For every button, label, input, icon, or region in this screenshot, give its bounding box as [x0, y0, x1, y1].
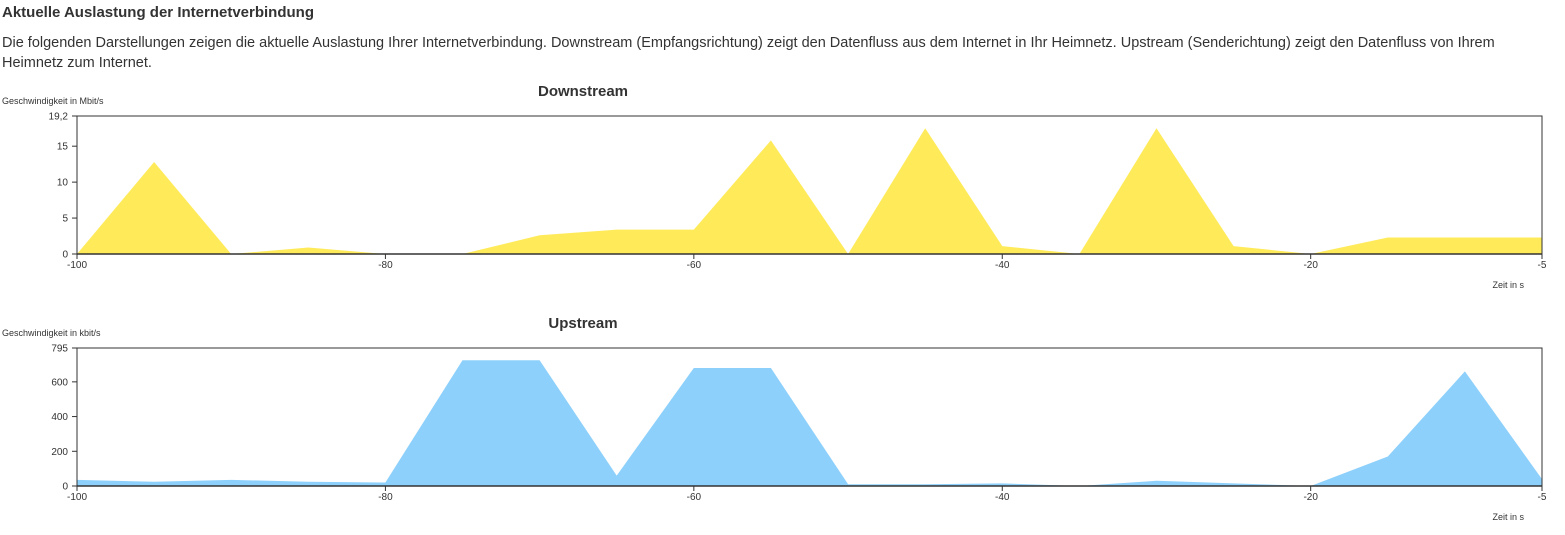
upstream-xtick-label: -80: [378, 492, 393, 503]
upstream-point: [462, 359, 464, 361]
upstream-xtick-label: -100: [67, 492, 87, 503]
upstream-xtick-label: -60: [687, 492, 702, 503]
upstream-point: [1233, 482, 1235, 484]
downstream-area: [77, 128, 1542, 254]
downstream-ytick-label: 15: [57, 142, 69, 153]
downstream-point: [539, 234, 541, 236]
downstream-ytick-label: 5: [62, 214, 68, 225]
upstream-xtick-label: -40: [995, 492, 1010, 503]
downstream-point: [616, 229, 618, 231]
upstream-ytick-label: 400: [51, 412, 68, 423]
upstream-point: [1387, 456, 1389, 458]
downstream-xtick-label: -100: [67, 260, 87, 271]
upstream-point: [924, 483, 926, 485]
downstream-title: Downstream: [538, 83, 628, 100]
downstream-point: [693, 229, 695, 231]
downstream-xtick-label: -60: [687, 260, 702, 271]
upstream-point: [307, 481, 309, 483]
upstream-ytick-label: 795: [51, 344, 68, 355]
downstream-ytick-label: 10: [57, 178, 69, 189]
downstream-point: [307, 247, 309, 249]
upstream-point: [384, 482, 386, 484]
upstream-title: Upstream: [548, 315, 617, 332]
upstream-point: [1464, 370, 1466, 372]
downstream-xtick-label: -5: [1538, 260, 1547, 271]
upstream-xtick-label: -20: [1303, 492, 1318, 503]
upstream-point: [693, 367, 695, 369]
page-heading: Aktuelle Auslastung der Internetverbindu…: [2, 4, 314, 21]
downstream-point: [1156, 127, 1158, 129]
downstream-point: [1387, 237, 1389, 239]
downstream-chart: Downstream Geschwindigkeit in Mbit/s 0 5 10 1…: [2, 83, 1547, 290]
downstream-point: [1001, 245, 1003, 247]
downstream-unit-label: Geschwindigkeit in Mbit/s: [2, 96, 104, 106]
downstream-point: [924, 127, 926, 129]
upstream-point: [847, 483, 849, 485]
upstream-point: [1156, 480, 1158, 482]
upstream-point: [1001, 482, 1003, 484]
upstream-area: [77, 360, 1542, 486]
downstream-point: [1233, 245, 1235, 247]
upstream-point: [230, 479, 232, 481]
upstream-point: [539, 359, 541, 361]
upstream-ytick-label: 0: [62, 482, 68, 493]
downstream-xtick-label: -40: [995, 260, 1010, 271]
page-description: Die folgenden Darstellungen zeigen die a…: [2, 35, 1495, 71]
upstream-ytick-label: 200: [51, 447, 68, 458]
upstream-point: [770, 367, 772, 369]
downstream-point: [770, 139, 772, 141]
downstream-x-axis-label: Zeit in s: [1492, 280, 1524, 290]
upstream-x-axis-label: Zeit in s: [1492, 512, 1524, 522]
upstream-unit-label: Geschwindigkeit in kbit/s: [2, 328, 101, 338]
downstream-ytick-label: 19,2: [49, 112, 69, 123]
downstream-point: [153, 161, 155, 163]
downstream-xtick-label: -80: [378, 260, 393, 271]
downstream-ytick-label: 0: [62, 250, 68, 261]
upstream-chart: Upstream Geschwindigkeit in kbit/s 0 200 400…: [2, 315, 1547, 522]
upstream-xtick-label: -5: [1538, 492, 1547, 503]
downstream-point: [1464, 237, 1466, 239]
upstream-point: [153, 481, 155, 483]
upstream-point: [616, 475, 618, 477]
upstream-ytick-label: 600: [51, 377, 68, 388]
downstream-xtick-label: -20: [1303, 260, 1318, 271]
